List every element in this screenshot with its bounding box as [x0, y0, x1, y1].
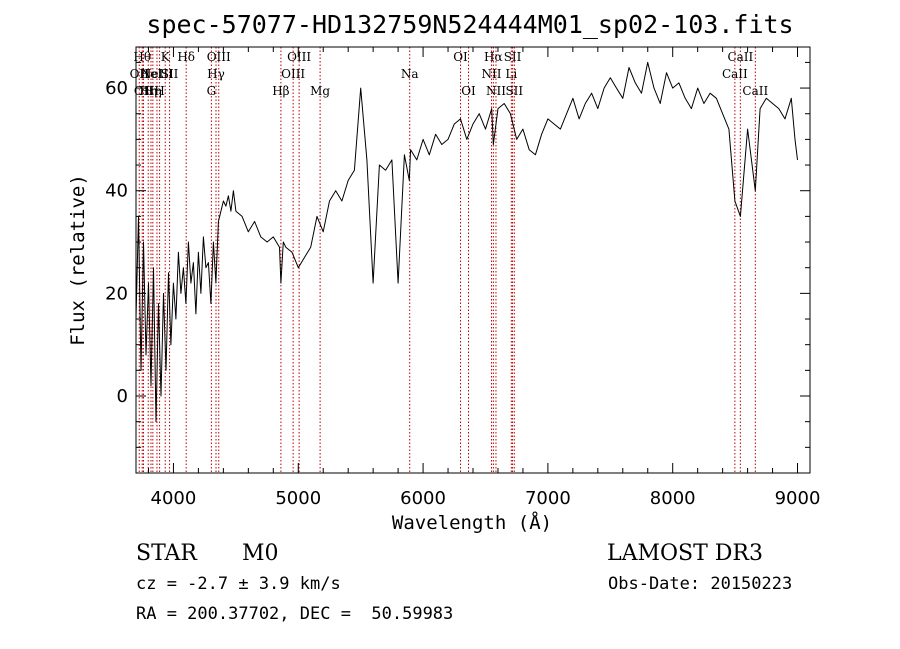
y-tick-label: 60 [105, 78, 128, 99]
spectral-line-label: NeIII [141, 67, 173, 81]
x-axis-ticks: 4000 5000 6000 7000 8000 9000 [147, 47, 821, 509]
spectral-line-label: OIII [281, 67, 305, 81]
spectral-line-label: Li [505, 67, 517, 81]
x-tick-label: 5000 [275, 488, 321, 509]
x-tick-label: 9000 [775, 488, 821, 509]
spectral-line-label: OIII [207, 50, 231, 64]
y-tick-label: 0 [117, 386, 128, 407]
spectral-line-label: OII [130, 67, 150, 81]
spectral-line-label: H [154, 84, 164, 98]
spectral-line-markers [138, 47, 756, 473]
spectral-line-label: G [207, 84, 217, 98]
spectral-line-label: Hγ [207, 67, 225, 81]
spectral-line-label: Na [401, 67, 419, 81]
spectral-line-label: K [161, 50, 171, 64]
spectral-line-label: OII [134, 84, 154, 98]
object-class: STAR [136, 541, 197, 566]
spectrum-series [135, 61, 798, 423]
spectral-line-label: OIII [287, 50, 311, 64]
spectral-line-label: Hβ [272, 84, 289, 98]
spectral-line-label: Hα [484, 50, 503, 64]
x-axis-label: Wavelength (Å) [392, 511, 552, 534]
coordinates: RA = 200.37702, DEC = 50.59983 [136, 604, 454, 624]
y-axis-ticks: 0 20 40 60 [105, 61, 810, 448]
spectrum-line [135, 61, 798, 423]
chart-title: spec-57077-HD132759N524444M01_sp02-103.f… [146, 10, 793, 39]
observation-date: Obs-Date: 20150223 [608, 574, 793, 594]
spectral-line-label: OI [453, 50, 468, 64]
x-tick-label: 8000 [650, 488, 696, 509]
spectral-line-label: CaII [727, 50, 753, 64]
spectral-line-label: SII [504, 50, 522, 64]
spectral-line-label: Hη [144, 84, 162, 98]
spectral-line-label: NII [481, 67, 501, 81]
object-subclass: M0 [242, 541, 279, 566]
x-tick-label: 4000 [151, 488, 197, 509]
spectral-line-label: Hη [139, 84, 157, 98]
spectral-line-labels: OIIHθOIIHηHeIHηNeIIIHKSIIHδGHγOIIIHβOIII… [130, 50, 769, 98]
spectral-line-label: HeI [140, 67, 163, 81]
spectral-line-label: CaII [742, 84, 768, 98]
plot-frame [135, 46, 811, 474]
spectral-line-label: SII [505, 84, 523, 98]
spectral-line-label: CaII [722, 67, 748, 81]
x-tick-label: 7000 [525, 488, 571, 509]
spectral-line-label: Mg [310, 84, 330, 98]
spectral-line-label: NII [486, 84, 506, 98]
survey-name: LAMOST DR3 [607, 541, 763, 566]
y-tick-label: 20 [105, 283, 128, 304]
x-tick-label: 6000 [400, 488, 446, 509]
spectral-line-label: SII [161, 67, 179, 81]
spectral-line-label: OI [461, 84, 476, 98]
spectral-line-label: Hθ [133, 50, 151, 64]
redshift-velocity: cz = -2.7 ± 3.9 km/s [136, 574, 341, 594]
y-axis-label: Flux (relative) [67, 174, 89, 346]
spectral-line-label: Hδ [177, 50, 195, 64]
y-tick-label: 40 [105, 181, 128, 202]
